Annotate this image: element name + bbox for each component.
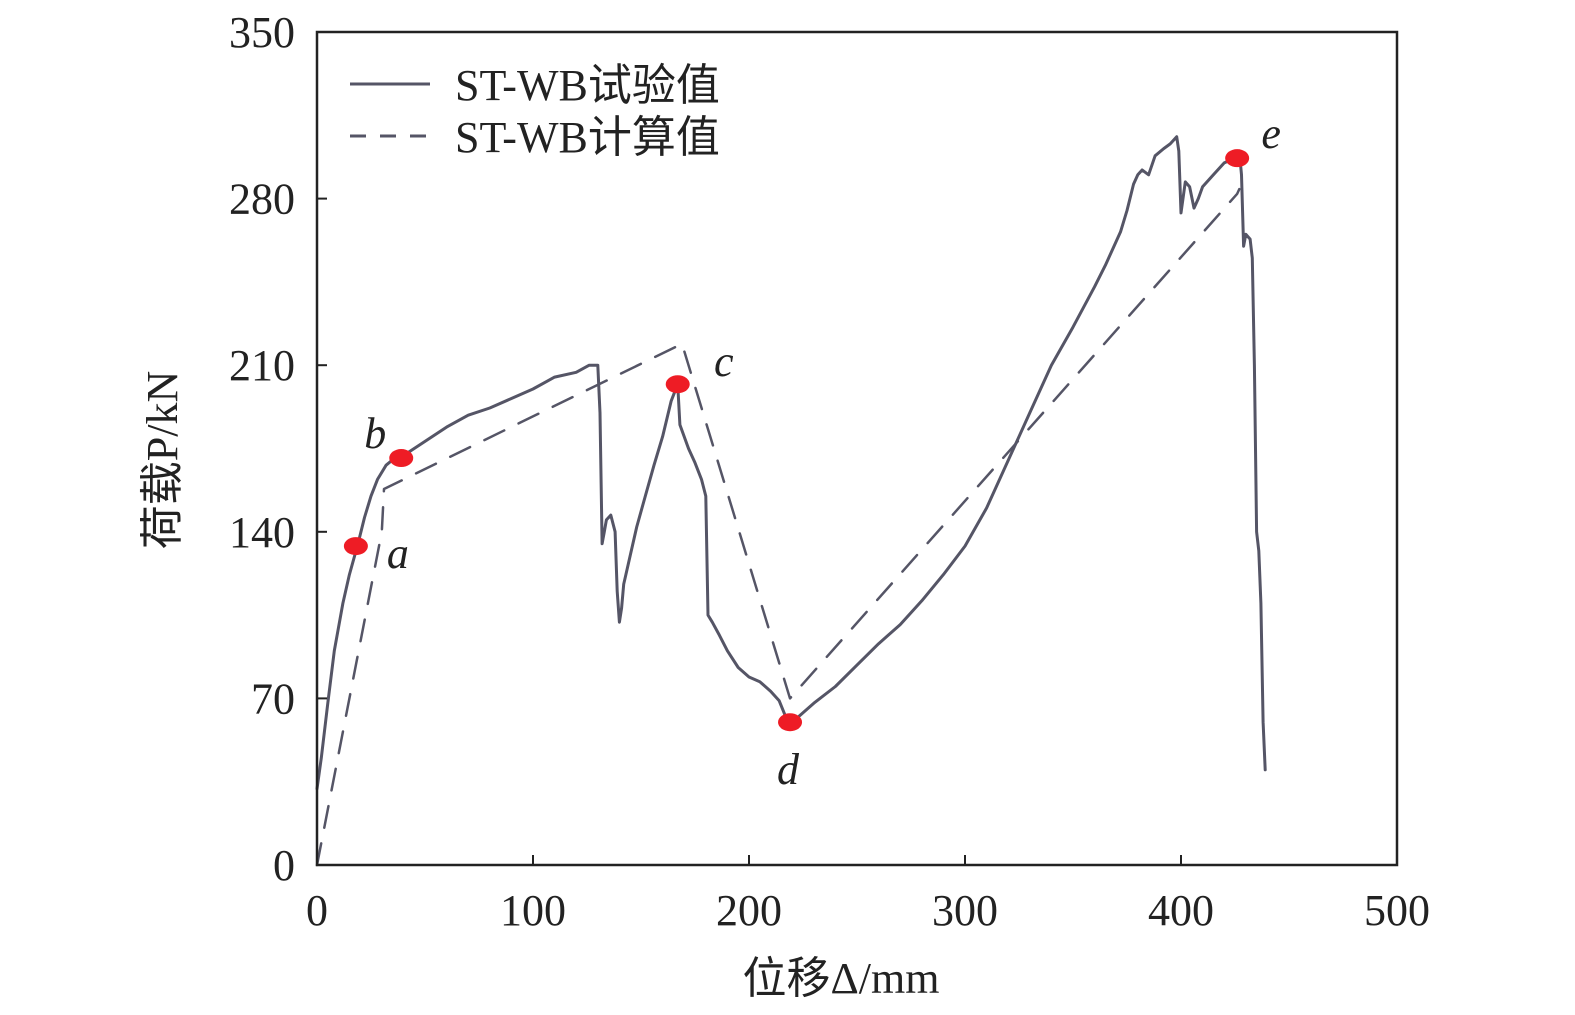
x-tick-label: 200	[716, 886, 782, 935]
marker-point-c	[665, 375, 690, 394]
y-tick-label: 70	[251, 674, 295, 723]
y-tick-label: 280	[229, 175, 295, 224]
x-tick-label: 100	[500, 886, 566, 935]
y-tick-label: 0	[273, 841, 295, 890]
marker-label-b: b	[364, 409, 386, 458]
plot-frame	[315, 30, 1399, 867]
axis-ticks: 0 100 200 300 400 500 0 70 140 210 280 350	[229, 8, 1430, 935]
x-tick-label: 300	[932, 886, 998, 935]
x-axis-title: 位移Δ/mm	[743, 954, 940, 1003]
marker-point-b	[389, 449, 414, 468]
y-axis-title: 荷载P/kN	[138, 371, 187, 549]
marker-label-d: d	[777, 745, 800, 794]
y-tick-label: 210	[229, 341, 295, 390]
marker-label-e: e	[1261, 109, 1281, 158]
series-line-calculated	[315, 187, 1241, 867]
x-tick-label: 0	[306, 886, 328, 935]
x-tick-label: 400	[1148, 886, 1214, 935]
marker-point-e	[1225, 149, 1250, 168]
y-tick-label: 350	[229, 8, 295, 57]
marker-label-a: a	[387, 529, 409, 578]
marker-point-d	[778, 713, 803, 732]
x-tick-label: 500	[1364, 886, 1430, 935]
legend-label-experimental: ST-WB试验值	[455, 61, 720, 110]
series-line-experimental	[315, 135, 1267, 791]
marker-label-c: c	[714, 337, 734, 386]
marker-point-a	[343, 537, 368, 556]
legend: ST-WB试验值 ST-WB计算值	[350, 61, 720, 162]
y-tick-label: 140	[229, 508, 295, 557]
legend-label-calculated: ST-WB计算值	[455, 113, 720, 162]
plot-area: a b c d e	[315, 109, 1281, 867]
